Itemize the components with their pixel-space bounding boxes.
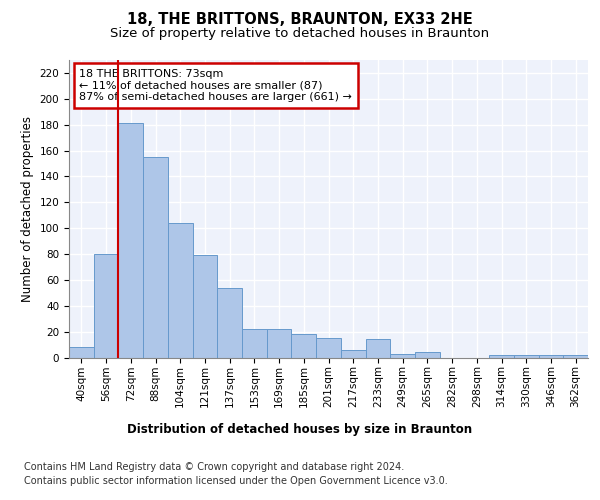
Bar	[514, 355, 539, 358]
Bar	[489, 355, 514, 358]
Bar	[94, 254, 118, 358]
Text: Size of property relative to detached houses in Braunton: Size of property relative to detached ho…	[110, 28, 490, 40]
Bar	[69, 347, 94, 358]
Bar	[267, 329, 292, 358]
Bar	[365, 340, 390, 357]
Bar	[563, 355, 588, 358]
Bar	[217, 288, 242, 358]
Bar	[143, 157, 168, 358]
Bar	[292, 334, 316, 357]
Bar	[168, 223, 193, 358]
Y-axis label: Number of detached properties: Number of detached properties	[21, 116, 34, 302]
Text: 18, THE BRITTONS, BRAUNTON, EX33 2HE: 18, THE BRITTONS, BRAUNTON, EX33 2HE	[127, 12, 473, 28]
Bar	[415, 352, 440, 358]
Text: Contains HM Land Registry data © Crown copyright and database right 2024.: Contains HM Land Registry data © Crown c…	[24, 462, 404, 472]
Text: 18 THE BRITTONS: 73sqm
← 11% of detached houses are smaller (87)
87% of semi-det: 18 THE BRITTONS: 73sqm ← 11% of detached…	[79, 69, 352, 102]
Text: Contains public sector information licensed under the Open Government Licence v3: Contains public sector information licen…	[24, 476, 448, 486]
Bar	[390, 354, 415, 358]
Bar	[341, 350, 365, 358]
Bar	[539, 355, 563, 358]
Bar	[242, 329, 267, 358]
Bar	[316, 338, 341, 357]
Bar	[193, 256, 217, 358]
Bar	[118, 124, 143, 358]
Text: Distribution of detached houses by size in Braunton: Distribution of detached houses by size …	[127, 422, 473, 436]
